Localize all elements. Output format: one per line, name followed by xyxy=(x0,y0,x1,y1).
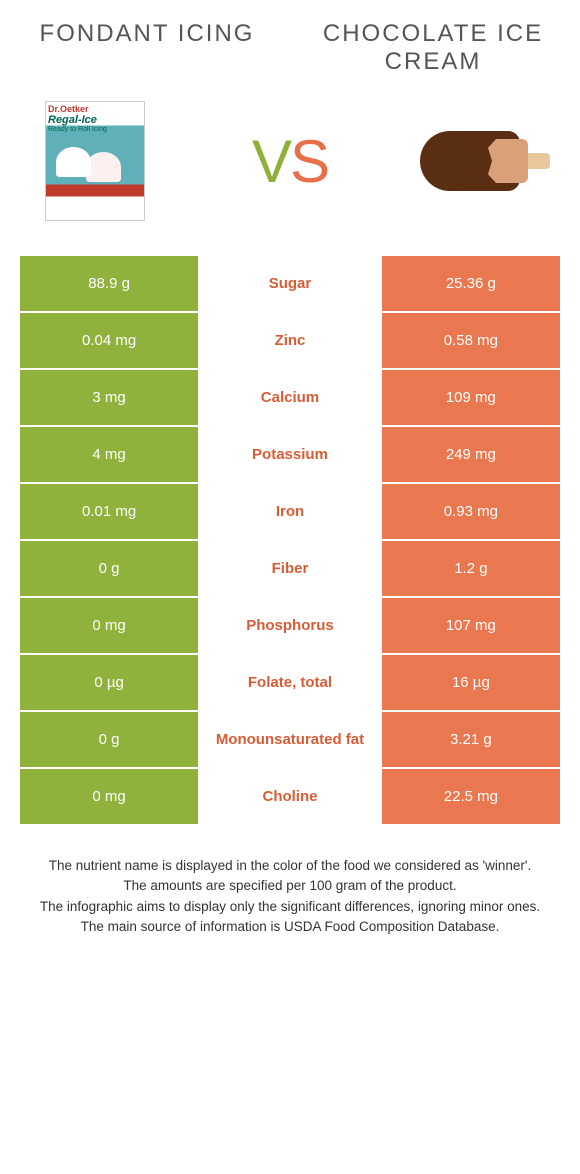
nutrient-row: 0.01 mgIron0.93 mg xyxy=(20,484,560,539)
nutrient-row: 0.04 mgZinc0.58 mg xyxy=(20,313,560,368)
nutrient-row: 4 mgPotassium249 mg xyxy=(20,427,560,482)
right-value: 1.2 g xyxy=(382,541,560,596)
right-food-image xyxy=(420,96,550,226)
right-value: 25.36 g xyxy=(382,256,560,311)
left-value: 3 mg xyxy=(20,370,198,425)
nutrient-table: 88.9 gSugar25.36 g0.04 mgZinc0.58 mg3 mg… xyxy=(20,256,560,824)
nutrient-label: Choline xyxy=(198,769,382,824)
nutrient-label: Monounsaturated fat xyxy=(198,712,382,767)
left-food-image: Dr.Oetker Regal-Ice Ready to Roll Icing xyxy=(30,96,160,226)
left-value: 0 mg xyxy=(20,769,198,824)
nutrient-row: 0 mgPhosphorus107 mg xyxy=(20,598,560,653)
nutrient-row: 88.9 gSugar25.36 g xyxy=(20,256,560,311)
left-value: 0 g xyxy=(20,541,198,596)
left-food-title: Fondant icing xyxy=(30,20,264,76)
right-value: 249 mg xyxy=(382,427,560,482)
left-value: 88.9 g xyxy=(20,256,198,311)
left-value: 0.01 mg xyxy=(20,484,198,539)
right-value: 16 µg xyxy=(382,655,560,710)
footnotes: The nutrient name is displayed in the co… xyxy=(0,826,580,957)
right-value: 0.58 mg xyxy=(382,313,560,368)
footnote-line: The nutrient name is displayed in the co… xyxy=(30,856,550,876)
left-value: 0 µg xyxy=(20,655,198,710)
nutrient-row: 3 mgCalcium109 mg xyxy=(20,370,560,425)
header: Fondant icing Chocolate ice cream xyxy=(0,0,580,86)
nutrient-label: Iron xyxy=(198,484,382,539)
footnote-line: The infographic aims to display only the… xyxy=(30,897,550,917)
nutrient-row: 0 gFiber1.2 g xyxy=(20,541,560,596)
nutrient-row: 0 µgFolate, total16 µg xyxy=(20,655,560,710)
icecream-icon xyxy=(420,121,550,201)
footnote-line: The amounts are specified per 100 gram o… xyxy=(30,876,550,896)
left-value: 0 g xyxy=(20,712,198,767)
right-value: 3.21 g xyxy=(382,712,560,767)
left-value: 0 mg xyxy=(20,598,198,653)
nutrient-label: Potassium xyxy=(198,427,382,482)
nutrient-row: 0 mgCholine22.5 mg xyxy=(20,769,560,824)
right-value: 109 mg xyxy=(382,370,560,425)
nutrient-label: Calcium xyxy=(198,370,382,425)
nutrient-label: Sugar xyxy=(198,256,382,311)
right-value: 107 mg xyxy=(382,598,560,653)
vs-v: V xyxy=(252,128,290,195)
vs-s: S xyxy=(290,128,328,195)
images-row: Dr.Oetker Regal-Ice Ready to Roll Icing … xyxy=(0,86,580,256)
footnote-line: The main source of information is USDA F… xyxy=(30,917,550,937)
left-value: 0.04 mg xyxy=(20,313,198,368)
nutrient-label: Zinc xyxy=(198,313,382,368)
fondant-icon: Dr.Oetker Regal-Ice Ready to Roll Icing xyxy=(45,101,145,221)
nutrient-label: Phosphorus xyxy=(198,598,382,653)
nutrient-label: Folate, total xyxy=(198,655,382,710)
nutrient-row: 0 gMonounsaturated fat3.21 g xyxy=(20,712,560,767)
right-food-title: Chocolate ice cream xyxy=(316,20,550,76)
left-value: 4 mg xyxy=(20,427,198,482)
right-value: 0.93 mg xyxy=(382,484,560,539)
nutrient-label: Fiber xyxy=(198,541,382,596)
right-value: 22.5 mg xyxy=(382,769,560,824)
vs-label: VS xyxy=(252,127,328,196)
